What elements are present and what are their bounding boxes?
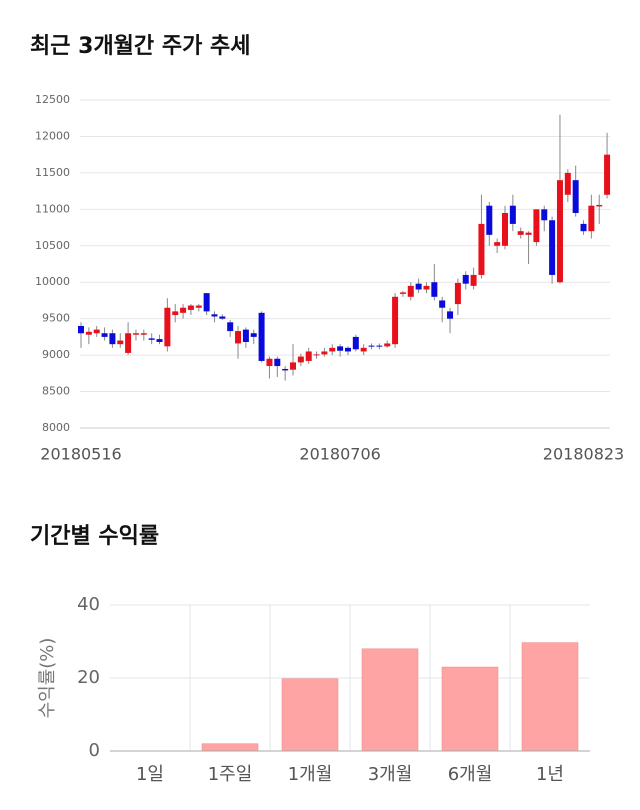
candle-body <box>549 220 556 275</box>
x-tick-label: 3개월 <box>368 764 413 785</box>
candle-body <box>101 333 108 337</box>
candle-body <box>329 347 336 352</box>
candle-body <box>360 347 367 352</box>
candle-body <box>274 358 281 367</box>
candle-body <box>125 333 132 353</box>
candle-body <box>195 305 202 308</box>
candle-body <box>368 345 375 347</box>
candle-body <box>486 205 493 235</box>
candle-body <box>258 312 265 361</box>
bar <box>361 648 419 752</box>
y-tick-label: 12500 <box>35 93 70 106</box>
bar <box>521 642 579 752</box>
candle-body <box>439 300 446 308</box>
y-tick-label: 0 <box>89 740 100 761</box>
candle-body <box>407 285 414 297</box>
candle-body <box>344 347 351 352</box>
candle-body <box>431 282 438 297</box>
chart-title: 기간별 수익률 <box>30 524 159 549</box>
candle-body <box>180 307 187 313</box>
candle-body <box>556 180 563 283</box>
candle-body <box>564 172 571 195</box>
candle-body <box>478 223 485 275</box>
candle-body <box>78 325 84 334</box>
candle-body <box>242 329 249 342</box>
x-tick-label: 1년 <box>536 764 564 785</box>
x-tick-label: 20180823 <box>543 445 624 464</box>
candle-body <box>156 339 163 342</box>
candle-body <box>117 340 124 345</box>
y-tick-label: 40 <box>77 594 100 615</box>
candle-body <box>140 333 147 335</box>
bar <box>441 666 499 752</box>
candle-body <box>132 333 139 335</box>
candle-body <box>525 232 532 235</box>
candle-body <box>352 336 359 350</box>
candle-body <box>187 305 194 310</box>
candle-body <box>305 351 312 361</box>
y-axis-label: 수익률(%) <box>37 638 58 719</box>
candle-body <box>533 209 540 243</box>
candle-body <box>219 316 226 319</box>
candle-body <box>494 242 501 246</box>
y-tick-label: 10500 <box>35 239 70 252</box>
candle-body <box>462 274 469 284</box>
y-tick-label: 11500 <box>35 166 70 179</box>
candle-body <box>470 274 477 286</box>
candle-body <box>596 204 603 207</box>
candle-body <box>266 358 273 367</box>
x-tick-label: 6개월 <box>448 764 493 785</box>
candle-body <box>447 311 454 319</box>
bar <box>281 678 339 752</box>
y-tick-label: 10000 <box>35 275 70 288</box>
candle-body <box>282 368 289 371</box>
candle-body <box>321 351 328 355</box>
candle-body <box>588 205 595 232</box>
candle-body <box>211 314 218 317</box>
candle-body <box>109 333 116 345</box>
candle-body <box>541 209 548 221</box>
y-tick-label: 8500 <box>42 385 70 398</box>
candle-body <box>399 292 406 294</box>
candle-body <box>148 338 155 340</box>
candle-body <box>415 283 422 290</box>
candle-body <box>203 293 210 312</box>
y-tick-label: 9500 <box>42 312 70 325</box>
x-tick-label: 20180516 <box>40 445 121 464</box>
bar <box>201 743 259 752</box>
x-tick-label: 1주일 <box>208 764 253 785</box>
candle-body <box>93 329 100 334</box>
candle-body <box>250 333 257 337</box>
candle-body <box>392 296 399 345</box>
candle-body <box>337 346 344 351</box>
y-tick-label: 12000 <box>35 129 70 142</box>
candle-body <box>85 331 92 335</box>
x-tick-label: 1개월 <box>288 764 333 785</box>
candle-body <box>517 231 524 235</box>
candle-body <box>384 343 391 347</box>
y-tick-label: 11000 <box>35 202 70 215</box>
candle-body <box>454 282 461 305</box>
x-tick-label: 20180706 <box>299 445 380 464</box>
candle-body <box>604 154 611 195</box>
candle-body <box>572 180 579 213</box>
candle-body <box>164 307 171 347</box>
candle-body <box>297 356 304 363</box>
x-tick-label: 1일 <box>136 764 164 785</box>
candle-body <box>313 354 320 356</box>
y-tick-label: 20 <box>77 667 100 688</box>
y-tick-label: 8000 <box>42 421 70 434</box>
candle-body <box>227 322 234 332</box>
candle-body <box>235 331 242 344</box>
candle-body <box>509 205 516 224</box>
candle-body <box>502 212 508 246</box>
y-tick-label: 9000 <box>42 348 70 361</box>
candle-body <box>580 223 587 232</box>
candle-body <box>376 345 383 347</box>
candle-body <box>290 362 296 370</box>
candle-body <box>172 311 179 316</box>
candle-body <box>423 285 430 290</box>
chart-title: 최근 3개월간 주가 추세 <box>30 34 250 59</box>
